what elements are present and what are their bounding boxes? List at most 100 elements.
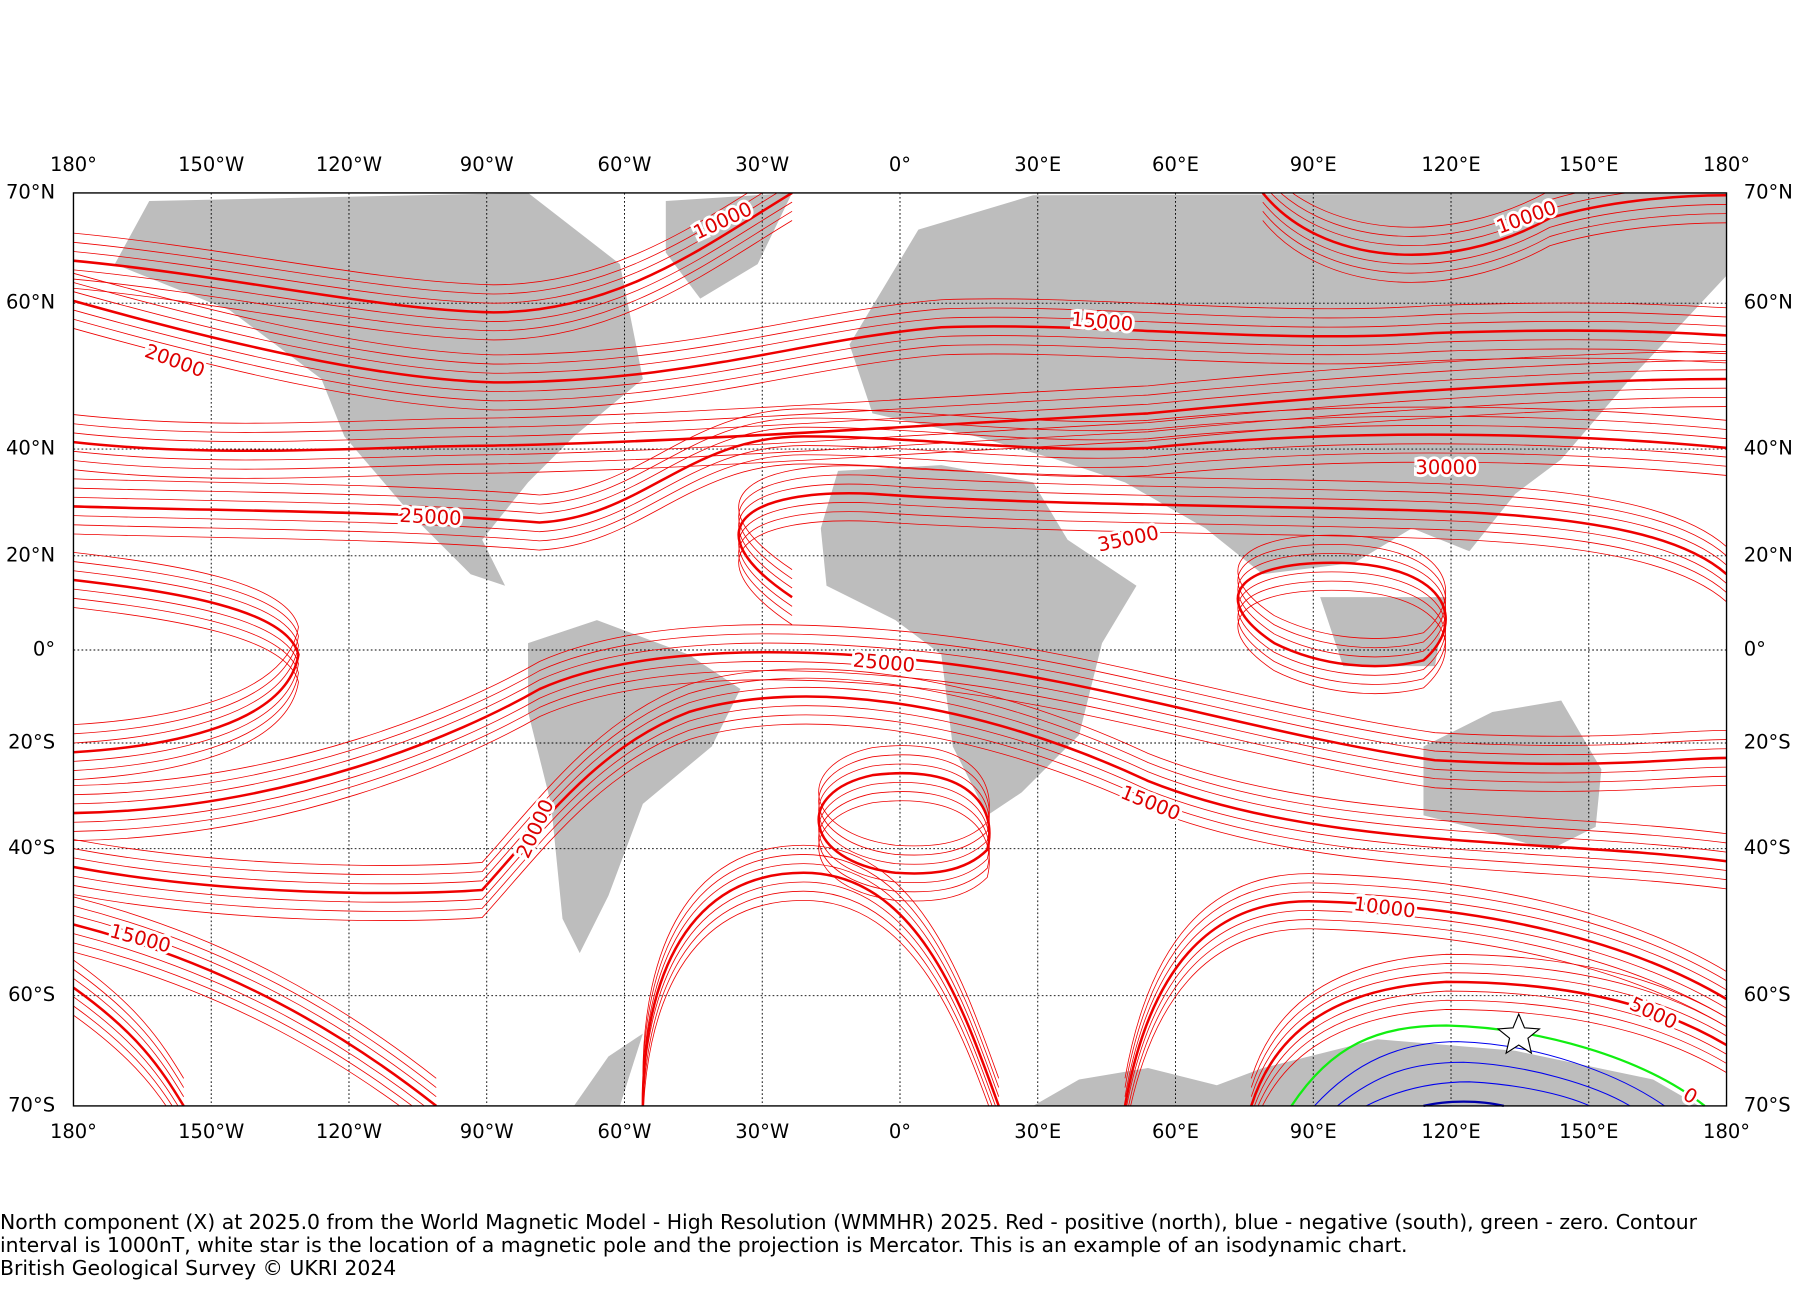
contour-thin [1237, 553, 1447, 658]
contour-thin [642, 890, 993, 1106]
contour-thin [1130, 928, 1727, 1106]
lon-label-top: 0° [889, 153, 911, 176]
lat-label-right: 70°N [1744, 180, 1793, 203]
contour-thin [73, 1014, 167, 1106]
contour-thin [73, 996, 179, 1106]
lat-label-right: 20°S [1744, 731, 1791, 754]
contour-thin [73, 461, 1727, 551]
contour-thin [73, 933, 426, 1106]
lat-label-left: 0° [33, 637, 55, 660]
contour-thin [642, 881, 996, 1106]
contour-label: 20000 [512, 796, 559, 862]
lat-label-right: 40°N [1744, 437, 1793, 460]
contour-thin [738, 520, 1727, 626]
lon-label-bottom: 150°E [1559, 1120, 1618, 1143]
contour-thin [73, 624, 1727, 786]
contour-label: 30000 [1415, 456, 1477, 479]
contour-thin [1262, 1009, 1727, 1106]
lon-label-top: 180° [1703, 153, 1750, 176]
contour-thin [738, 511, 1727, 616]
contour-thin [1237, 534, 1447, 639]
caption-text: North component (X) at 2025.0 from the W… [0, 1210, 1698, 1257]
zero-and-negative [1290, 1024, 1706, 1108]
lon-label-top: 60°W [598, 153, 652, 176]
contour-thin [73, 210, 793, 332]
contour-thin [73, 425, 1727, 514]
contour-thin [642, 863, 1000, 1097]
contour-thin [73, 452, 1727, 542]
lon-label-bottom: 90°W [460, 1120, 514, 1143]
contour-thin [73, 723, 1727, 921]
contour-thin [73, 406, 1727, 496]
contour-thin [73, 309, 1727, 393]
contour-thin [73, 942, 413, 1106]
graticule [73, 192, 1727, 1106]
contour-label: 20000 [142, 339, 208, 382]
contour-thin [73, 661, 1727, 823]
contour-thin [73, 291, 1727, 374]
contour-thin [1237, 589, 1447, 695]
lon-label-bottom: 30°W [735, 1120, 789, 1143]
contour-thin [73, 968, 185, 1088]
contour-thin [73, 272, 1727, 356]
lon-label-bottom: 60°E [1152, 1120, 1199, 1143]
contour-thin [73, 570, 299, 744]
contour-thin [73, 978, 185, 1097]
lon-label-bottom: 0° [889, 1120, 911, 1143]
contour-thin [73, 633, 1727, 796]
contour-thin [73, 396, 1727, 470]
contour-thin [73, 677, 1727, 876]
lat-label-right: 60°S [1744, 983, 1791, 1006]
contour-thin [1254, 990, 1727, 1106]
lon-label-bottom: 60°W [598, 1120, 652, 1143]
contour-thin [1270, 192, 1630, 246]
lon-label-top: 90°E [1290, 153, 1337, 176]
lon-label-top: 120°E [1421, 153, 1480, 176]
contour-thin [73, 192, 749, 286]
lon-label-top: 120°W [316, 153, 382, 176]
lon-label-bottom: 90°E [1290, 1120, 1337, 1143]
contour-label: 15000 [1118, 781, 1184, 826]
contour-thin [73, 670, 1727, 832]
contour-thin [1280, 192, 1578, 237]
lon-label-bottom: 120°E [1421, 1120, 1480, 1143]
contour-thin [1262, 211, 1727, 274]
lat-label-left: 60°N [6, 291, 55, 314]
lat-label-right: 40°S [1744, 836, 1791, 859]
lon-label-bottom: 180° [1703, 1120, 1750, 1143]
contour-thin [73, 387, 1727, 461]
contour-thin [1262, 201, 1727, 265]
contour-thin [73, 415, 1727, 505]
contour-thin [1237, 571, 1447, 676]
contour-thin [73, 369, 1727, 443]
contour-thin [1124, 891, 1727, 1097]
contour-thin [73, 914, 437, 1098]
contour-label: 35000 [1096, 521, 1161, 556]
contour-thin [73, 406, 1727, 479]
map-frame [72, 192, 1728, 1107]
lat-label-left: 20°N [6, 543, 55, 566]
contour-thin [1250, 972, 1727, 1097]
lat-label-left: 40°N [6, 437, 55, 460]
contour-thin [818, 800, 990, 902]
contour-thin [1126, 910, 1727, 1106]
lat-label-left: 70°N [6, 180, 55, 203]
contour-thin [738, 483, 1727, 589]
lat-label-left: 20°S [8, 731, 55, 754]
contour-thin [73, 714, 1727, 912]
contour-label: 10000 [1352, 892, 1416, 922]
lat-label-right: 0° [1744, 637, 1766, 660]
contour-thin [643, 899, 990, 1106]
contour-thin [73, 282, 1727, 365]
contour-thin [818, 791, 990, 893]
contour-label: 25000 [399, 504, 462, 530]
lon-label-top: 30°E [1014, 153, 1061, 176]
contour-thin [73, 679, 1727, 842]
contour-thin [73, 686, 1727, 885]
contour-thin [73, 360, 1727, 433]
contour-thin [1128, 919, 1727, 1106]
lon-label-bottom: 180° [50, 1120, 97, 1143]
contour-thin [73, 318, 1727, 402]
